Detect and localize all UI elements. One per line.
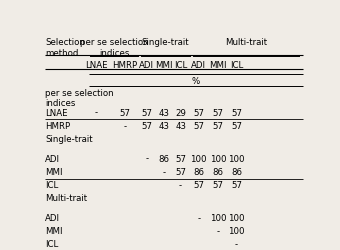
Text: 100: 100 <box>190 154 207 163</box>
Text: Multi-trait: Multi-trait <box>225 38 267 47</box>
Text: LNAE: LNAE <box>45 108 68 117</box>
Text: 43: 43 <box>158 121 169 130</box>
Text: 100: 100 <box>210 213 226 222</box>
Text: ICL: ICL <box>230 61 243 70</box>
Text: per se selection
indices: per se selection indices <box>45 88 114 108</box>
Text: ADI: ADI <box>45 213 60 222</box>
Text: 100: 100 <box>210 154 226 163</box>
Text: 29: 29 <box>175 108 186 117</box>
Text: ADI: ADI <box>191 61 206 70</box>
Text: 57: 57 <box>231 121 242 130</box>
Text: %: % <box>192 77 200 86</box>
Text: MMI: MMI <box>45 226 63 235</box>
Text: MMI: MMI <box>45 167 63 176</box>
Text: 57: 57 <box>175 167 186 176</box>
Text: ICL: ICL <box>45 180 58 189</box>
Text: -: - <box>162 167 165 176</box>
Text: LNAE: LNAE <box>85 61 107 70</box>
Text: ADI: ADI <box>45 154 60 163</box>
Text: 57: 57 <box>119 108 131 117</box>
Text: Single-trait: Single-trait <box>45 134 93 143</box>
Text: 86: 86 <box>158 154 169 163</box>
Text: 86: 86 <box>212 167 223 176</box>
Text: ADI: ADI <box>139 61 154 70</box>
Text: 57: 57 <box>212 180 223 189</box>
Text: 57: 57 <box>231 180 242 189</box>
Text: 57: 57 <box>141 121 152 130</box>
Text: -: - <box>123 121 126 130</box>
Text: -: - <box>95 108 98 117</box>
Text: 43: 43 <box>158 108 169 117</box>
Text: -: - <box>217 226 220 235</box>
Text: 57: 57 <box>231 108 242 117</box>
Text: -: - <box>235 239 238 248</box>
Text: 100: 100 <box>228 154 245 163</box>
Text: HMRP: HMRP <box>113 61 138 70</box>
Text: 86: 86 <box>193 167 204 176</box>
Text: MMI: MMI <box>209 61 227 70</box>
Text: -: - <box>145 154 148 163</box>
Text: 100: 100 <box>228 213 245 222</box>
Text: 43: 43 <box>175 121 186 130</box>
Text: 86: 86 <box>231 167 242 176</box>
Text: ICL: ICL <box>174 61 187 70</box>
Text: -: - <box>197 213 200 222</box>
Text: 57: 57 <box>193 180 204 189</box>
Text: Single-trait: Single-trait <box>142 38 189 47</box>
Text: Selection
method: Selection method <box>45 38 85 58</box>
Text: 57: 57 <box>193 108 204 117</box>
Text: 100: 100 <box>228 226 245 235</box>
Text: 57: 57 <box>193 121 204 130</box>
Text: 57: 57 <box>212 121 223 130</box>
Text: ICL: ICL <box>45 239 58 248</box>
Text: -: - <box>179 180 182 189</box>
Text: MMI: MMI <box>155 61 172 70</box>
Text: per se selection
indices: per se selection indices <box>80 38 148 58</box>
Text: 57: 57 <box>141 108 152 117</box>
Text: HMRP: HMRP <box>45 121 70 130</box>
Text: 57: 57 <box>212 108 223 117</box>
Text: 57: 57 <box>175 154 186 163</box>
Text: Multi-trait: Multi-trait <box>45 193 87 202</box>
